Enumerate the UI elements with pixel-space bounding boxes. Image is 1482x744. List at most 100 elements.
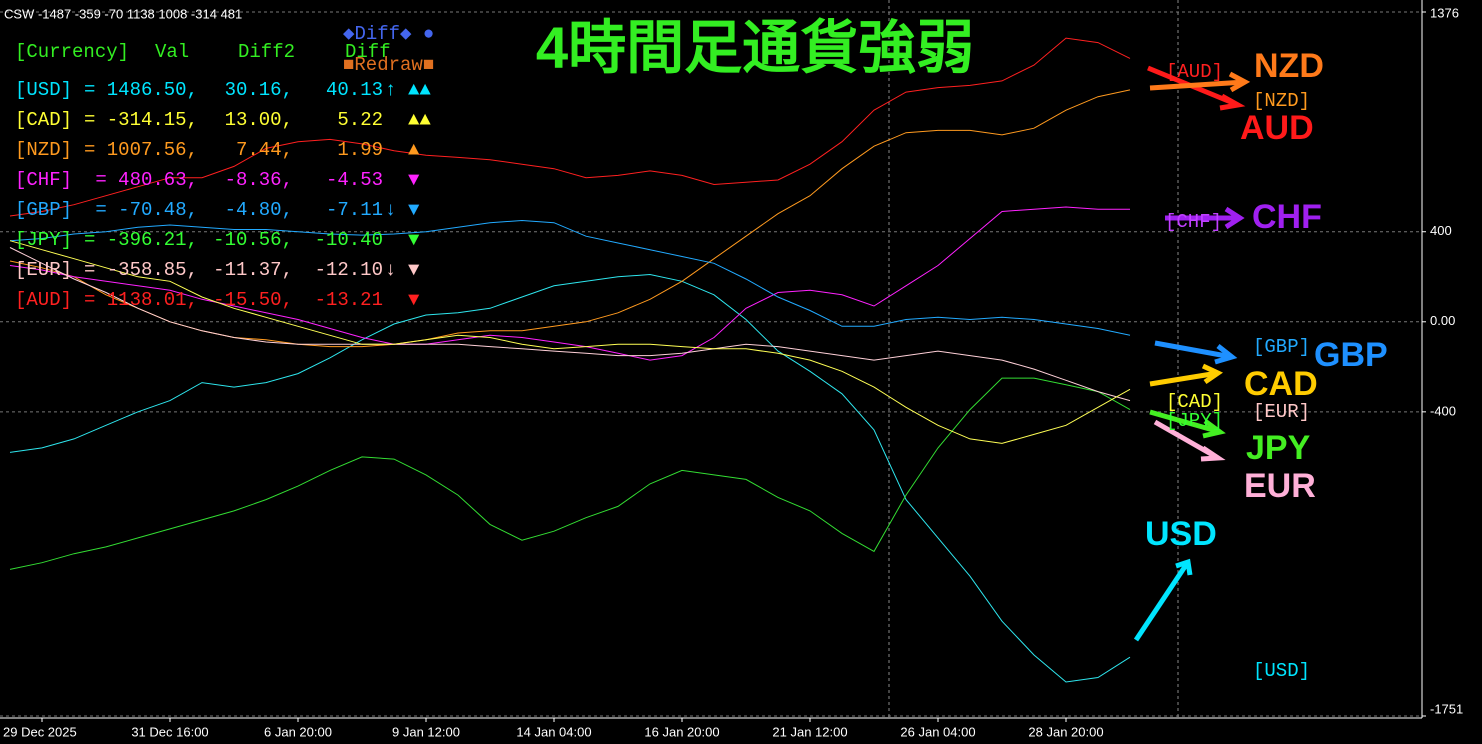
series-line — [9, 377, 1131, 570]
trend-arrow: ↑ — [385, 79, 396, 101]
val: = 1486.50, — [84, 79, 198, 101]
diff: 5.22 — [337, 109, 383, 131]
diff-button[interactable]: ◆Diff◆ ● — [343, 23, 434, 45]
signal: ▼ — [408, 199, 420, 221]
redraw-button[interactable]: ■Redraw■ — [343, 54, 434, 76]
panel-header: [Currency] — [15, 41, 129, 63]
series-line — [9, 206, 1130, 361]
panel-header: Val — [155, 41, 189, 63]
arrow — [1149, 370, 1219, 387]
signal: ▲▲ — [408, 79, 431, 101]
series-line — [9, 240, 1131, 444]
x-tick-label: 28 Jan 20:00 — [1028, 724, 1103, 739]
val: = -358.85, — [84, 259, 198, 281]
currency-tag: [CHF] — [1165, 211, 1222, 233]
val: = 1007.56, — [84, 139, 198, 161]
signal: ▼ — [408, 259, 420, 281]
val: = 1138.01, — [84, 289, 198, 311]
currency-tag: [JPY] — [1166, 410, 1223, 432]
currency-label: USD — [1145, 515, 1217, 553]
currency-tag: [EUR] — [1253, 401, 1310, 423]
trend-arrow: ↓ — [385, 259, 396, 281]
diff: 1.99 — [337, 139, 383, 161]
x-tick-label: 31 Dec 16:00 — [131, 724, 208, 739]
currency: [CHF] — [15, 169, 72, 191]
currency-tag: [AUD] — [1166, 61, 1223, 83]
arrow-head — [1214, 344, 1238, 365]
currency: [NZD] — [15, 139, 72, 161]
arrows — [1133, 65, 1251, 642]
panel-header: Diff — [345, 41, 391, 63]
x-tick-label: 16 Jan 20:00 — [644, 724, 719, 739]
currency: [USD] — [15, 79, 72, 101]
currency-label: GBP — [1314, 336, 1388, 374]
arrow-head — [1200, 445, 1226, 462]
currency: [AUD] — [15, 289, 72, 311]
signal: ▼ — [408, 289, 420, 311]
diff2: -10.56, — [213, 229, 293, 251]
y-tick-label: -400 — [1430, 403, 1456, 418]
diff2: 13.00, — [225, 109, 293, 131]
val: = 480.63, — [95, 169, 198, 191]
x-tick-label: 14 Jan 04:00 — [516, 724, 591, 739]
currency-tag: [NZD] — [1253, 90, 1310, 112]
series-line — [9, 219, 1131, 336]
arrow — [1154, 340, 1233, 360]
signal: ▼ — [408, 229, 420, 251]
x-tick-label: 29 Dec 2025 — [3, 724, 77, 739]
x-tick-label: 21 Jan 12:00 — [772, 724, 847, 739]
currency-tag: [USD] — [1253, 660, 1310, 682]
currency-label: JPY — [1246, 429, 1311, 467]
arrow-head — [1228, 71, 1251, 93]
arrow-head — [1219, 93, 1246, 111]
indicator-header: CSW -1487 -359 -70 1138 1008 -314 481 — [4, 6, 242, 21]
diff: -4.53 — [326, 169, 383, 191]
diff2: -15.50, — [213, 289, 293, 311]
signal: ▲ — [408, 139, 420, 161]
panel: [Currency] Val Diff2 Diff [USD] = 1486.50, 30.… — [15, 41, 431, 311]
arrow — [1149, 79, 1246, 91]
diff2: 7.44, — [236, 139, 293, 161]
currency-label: EUR — [1244, 467, 1316, 505]
currency-label: NZD — [1254, 47, 1324, 85]
currency: [JPY] — [15, 229, 72, 251]
panel-header: Diff2 — [238, 41, 295, 63]
currency-tag: [CAD] — [1166, 391, 1223, 413]
diff: -13.21 — [315, 289, 383, 311]
currency-label: CAD — [1244, 365, 1318, 403]
y-tick-label: 400 — [1430, 223, 1452, 238]
currency: [GBP] — [15, 199, 72, 221]
currency-label: CHF — [1252, 198, 1322, 236]
grid — [0, 11, 1422, 717]
diff2: 30.16, — [225, 79, 293, 101]
trend-arrow: ↓ — [385, 199, 396, 221]
currency-label: AUD — [1240, 109, 1314, 147]
arrow-head — [1202, 418, 1226, 439]
y-tick-label: -1751 — [1430, 701, 1463, 716]
x-tick-label: 9 Jan 12:00 — [392, 724, 460, 739]
arrow-head — [1175, 558, 1193, 576]
signal: ▼ — [408, 169, 420, 191]
diff: -12.10 — [315, 259, 383, 281]
y-tick-label: 0.00 — [1430, 313, 1455, 328]
val: = -314.15, — [84, 109, 198, 131]
diff: -10.40 — [315, 229, 383, 251]
arrow — [1133, 560, 1191, 642]
diff: -7.11 — [326, 199, 383, 221]
y-tick-label: 1376 — [1430, 5, 1459, 20]
lines — [9, 37, 1131, 683]
diff: 40.13 — [326, 79, 383, 101]
currency: [CAD] — [15, 109, 72, 131]
signal: ▲▲ — [408, 109, 431, 131]
chart-title: 4時間足通貨強弱 — [536, 15, 974, 80]
arrow-head — [1201, 363, 1224, 385]
series-line — [9, 273, 1131, 683]
series-line — [9, 247, 1131, 402]
x-tick-label: 6 Jan 20:00 — [264, 724, 332, 739]
diff2: -8.36, — [225, 169, 293, 191]
diff2: -4.80, — [225, 199, 293, 221]
val: = -70.48, — [95, 199, 198, 221]
currency-tag: [GBP] — [1253, 336, 1310, 358]
